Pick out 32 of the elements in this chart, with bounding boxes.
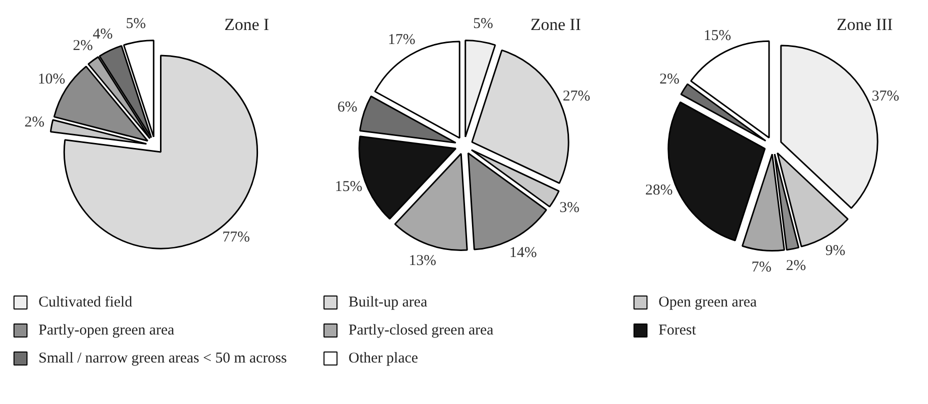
legend-label: Other place (348, 350, 418, 366)
legend-label: Open green area (658, 294, 758, 310)
data-label: 15% (704, 28, 732, 44)
data-label: 13% (408, 253, 436, 270)
data-label: 77% (222, 230, 250, 246)
data-label: 37% (872, 88, 900, 105)
legend-label: Partly-closed green area (348, 322, 494, 338)
data-label: 6% (337, 100, 358, 116)
data-label: 9% (825, 243, 846, 260)
data-label: 5% (473, 16, 494, 32)
data-label: 27% (562, 88, 590, 105)
data-label: 5% (126, 16, 146, 32)
data-label: 7% (751, 260, 772, 276)
data-label: 2% (24, 114, 45, 130)
data-label: 2% (659, 72, 680, 88)
data-label: 2% (72, 38, 93, 54)
chart-title: Zone III (836, 15, 894, 34)
chart-title: Zone II (530, 15, 582, 34)
chart-title: Zone I (224, 15, 270, 34)
data-label: 17% (388, 32, 416, 48)
data-label: 2% (786, 258, 806, 274)
data-label: 14% (509, 245, 537, 262)
legend-label: Cultivated field (38, 294, 133, 310)
data-label: 3% (560, 200, 580, 216)
data-label: 4% (92, 26, 113, 42)
legend-label: Small / narrow green areas < 50 m across (38, 350, 288, 366)
legend-label: Partly-open green area (38, 322, 175, 338)
data-label: 15% (334, 179, 362, 196)
data-label: 10% (38, 72, 66, 88)
data-label: 28% (645, 182, 673, 199)
legend-label: Built-up area (348, 294, 428, 310)
legend-label: Forest (658, 322, 697, 338)
